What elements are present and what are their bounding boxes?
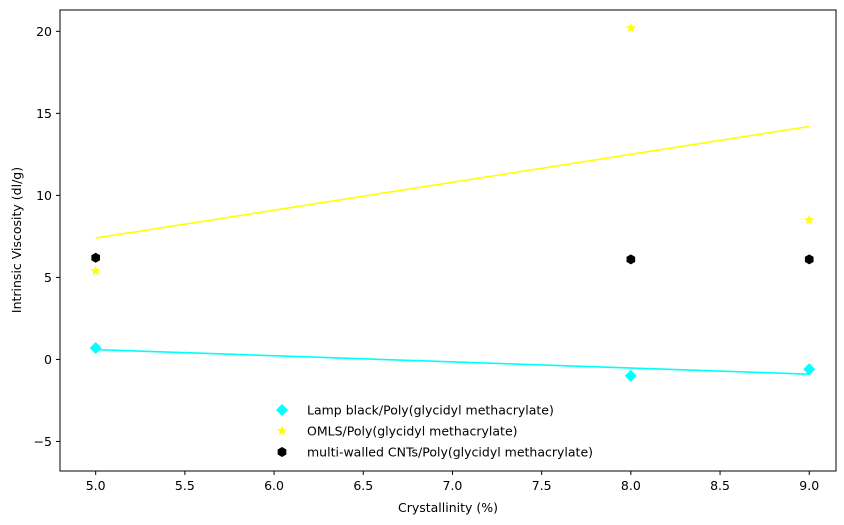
x-tick-label: 5.5 bbox=[175, 478, 195, 493]
legend-marker-3 bbox=[277, 447, 287, 457]
legend: Lamp black/Poly(glycidyl methacrylate) OM… bbox=[276, 403, 593, 460]
y-tick-label: 20 bbox=[36, 24, 52, 39]
x-axis-label: Crystallinity (%) bbox=[398, 500, 498, 515]
trend-line-1 bbox=[95, 348, 810, 376]
x-tick-label: 6.5 bbox=[353, 478, 373, 493]
legend-label-1: Lamp black/Poly(glycidyl methacrylate) bbox=[307, 403, 554, 418]
y-tick-label: 5 bbox=[44, 270, 52, 285]
y-tick-label: 0 bbox=[44, 352, 52, 367]
data-point-series-3 bbox=[91, 252, 101, 263]
x-tick-label: 8.5 bbox=[710, 478, 730, 493]
legend-marker-1 bbox=[276, 404, 288, 416]
x-tick-label: 5.0 bbox=[86, 478, 106, 493]
plot-frame bbox=[59, 9, 837, 472]
trend-line-2 bbox=[95, 125, 810, 239]
x-tick-label: 7.5 bbox=[532, 478, 552, 493]
x-axis: 5.0 5.5 6.0 6.5 7.0 7.5 8.0 8.5 9.0 bbox=[86, 471, 819, 493]
data-point-series-2 bbox=[625, 22, 637, 33]
x-tick-label: 8.0 bbox=[621, 478, 641, 493]
y-axis-label: Intrinsic Viscosity (dl/g) bbox=[9, 167, 24, 313]
y-tick-label: −5 bbox=[34, 434, 52, 449]
legend-label-3: multi-walled CNTs/Poly(glycidyl methacry… bbox=[307, 445, 593, 460]
data-point-series-1 bbox=[89, 341, 102, 354]
plot-background bbox=[60, 10, 836, 471]
x-tick-label: 6.0 bbox=[264, 478, 284, 493]
y-tick-label: 10 bbox=[36, 188, 52, 203]
data-point-series-1 bbox=[803, 363, 816, 376]
data-point-series-3 bbox=[626, 254, 636, 265]
x-tick-label: 7.0 bbox=[443, 478, 463, 493]
y-tick-label: 15 bbox=[36, 106, 52, 121]
x-tick-label: 9.0 bbox=[799, 478, 819, 493]
y-axis: −5 0 5 10 15 20 bbox=[34, 24, 60, 449]
legend-label-2: OMLS/Poly(glycidyl methacrylate) bbox=[307, 424, 518, 439]
data-point-series-1 bbox=[624, 369, 637, 382]
data-point-series-2 bbox=[90, 265, 101, 276]
chart-marks bbox=[89, 22, 816, 382]
data-point-series-2 bbox=[804, 214, 815, 225]
legend-marker-2 bbox=[276, 425, 288, 436]
data-point-series-3 bbox=[804, 254, 814, 265]
